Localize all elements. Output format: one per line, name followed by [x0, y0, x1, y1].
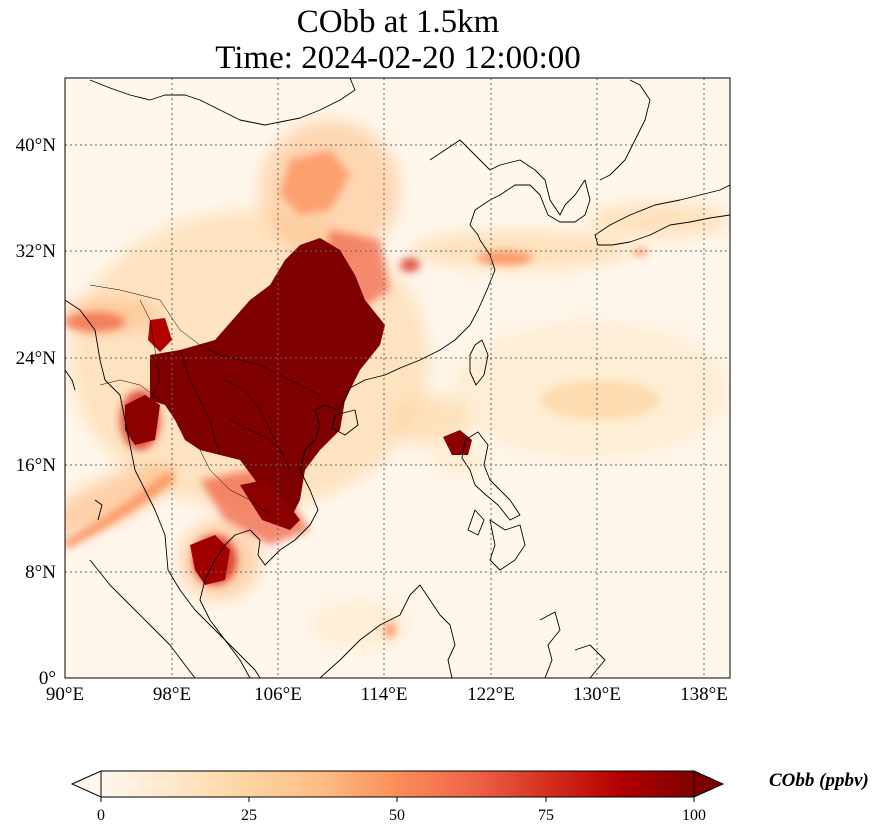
map-panel [64, 77, 731, 679]
lon-tick-label: 114°E [361, 684, 408, 705]
lon-tick-label: 90°E [46, 684, 84, 705]
gridlines [65, 78, 730, 678]
colorbar-tick-label: 25 [241, 807, 257, 824]
colorbar-extend-max [693, 770, 725, 798]
lat-tick-label: 40°N [16, 135, 57, 156]
lat-tick-label: 32°N [16, 241, 57, 262]
colorbar: 0 25 50 75 100 [70, 770, 725, 824]
colorbar-tick-label: 75 [538, 807, 554, 824]
map-subtitle-time: Time: 2024-02-20 12:00:00 [215, 40, 581, 76]
lon-tick-label: 138°E [680, 684, 728, 705]
lat-tick-label: 8°N [25, 562, 56, 583]
lat-tick-label: 16°N [16, 455, 57, 476]
map-frame [64, 77, 731, 679]
lon-tick-label: 130°E [573, 684, 621, 705]
lat-axis: 0° 8°N 16°N 24°N 32°N 40°N [16, 135, 57, 689]
colorbar-tick-label: 100 [682, 807, 706, 824]
cobb-field [65, 120, 730, 650]
lon-tick-label: 122°E [467, 684, 515, 705]
colorbar-label: CObb (ppbv) [769, 770, 869, 791]
colorbar-extend-min [70, 770, 102, 798]
lon-tick-label: 106°E [254, 684, 302, 705]
colorbar-gradient [101, 771, 694, 797]
country-borders [89, 284, 321, 516]
lon-axis: 90°E 98°E 106°E 114°E 122°E 130°E 138°E [46, 684, 728, 705]
map-title: CObb at 1.5km [296, 4, 500, 40]
lon-tick-label: 98°E [153, 684, 191, 705]
colorbar-tick-label: 0 [97, 807, 105, 824]
lat-tick-label: 0° [39, 668, 56, 689]
coastlines [65, 78, 730, 678]
colorbar-tick-label: 50 [389, 807, 405, 824]
lat-tick-label: 24°N [16, 348, 57, 369]
